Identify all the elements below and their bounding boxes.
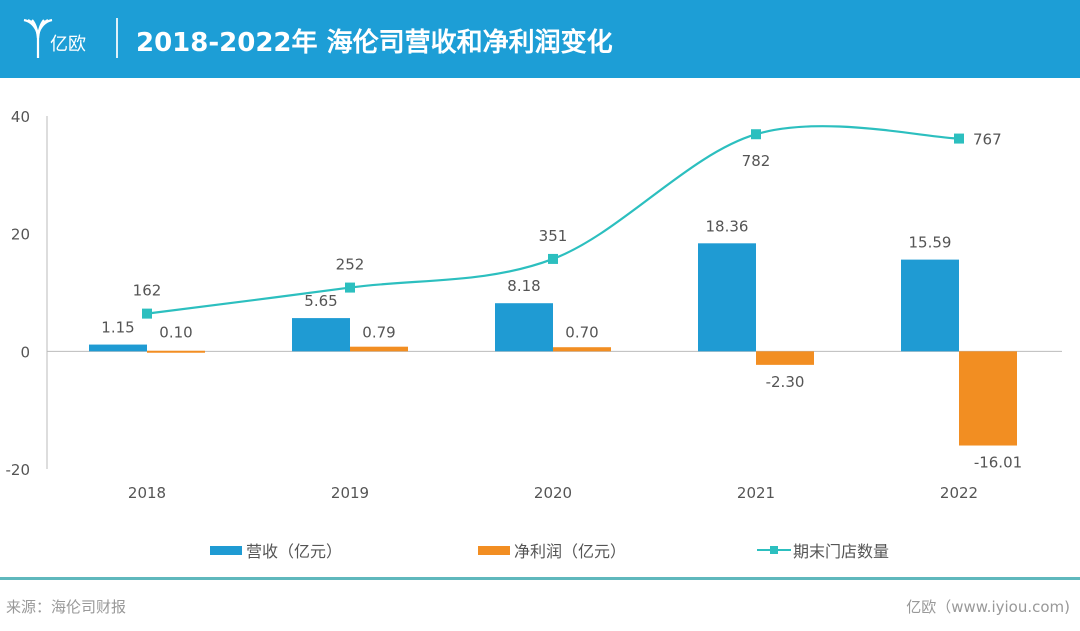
- stores-marker: [345, 282, 355, 293]
- stores-data-label: 162: [133, 282, 162, 300]
- revenue-data-label: 15.59: [909, 234, 952, 252]
- y-tick-label: 40: [11, 108, 30, 126]
- source-note: 来源：海伦司财报: [6, 598, 127, 616]
- stores-marker: [142, 308, 152, 319]
- x-tick-label: 2018: [128, 484, 166, 502]
- page-title: 2018-2022年 海伦司营收和净利润变化: [136, 28, 613, 58]
- footer-divider: [0, 577, 1080, 580]
- stores-marker: [548, 253, 558, 264]
- stores-marker: [954, 133, 964, 144]
- profit-bar: [959, 351, 1017, 446]
- profit-data-label: -2.30: [766, 373, 805, 391]
- stores-data-label: 351: [539, 227, 568, 245]
- profit-bar: [756, 351, 814, 365]
- revenue-bar: [89, 344, 147, 352]
- legend-profit: 净利润（亿元）: [478, 538, 626, 562]
- legend-swatch: [210, 545, 242, 555]
- profit-data-label: 0.79: [362, 323, 395, 341]
- x-tick-label: 2021: [737, 484, 775, 502]
- revenue-data-label: 1.15: [101, 319, 134, 337]
- revenue-data-label: 5.65: [304, 292, 337, 310]
- legend-revenue: 营收（亿元）: [210, 538, 342, 562]
- profit-bar: [553, 347, 611, 352]
- x-tick-label: 2019: [331, 484, 369, 502]
- logo-text: 亿欧: [50, 34, 86, 55]
- yiou-logo-icon: [23, 18, 53, 58]
- revenue-bar: [495, 303, 553, 352]
- y-tick-label: 0: [20, 343, 30, 361]
- profit-data-label: -16.01: [974, 454, 1022, 472]
- stores-data-label: 767: [973, 131, 1002, 149]
- legend-label: 营收（亿元）: [246, 542, 343, 561]
- y-tick-label: -20: [6, 461, 31, 479]
- legend-stores: 期末门店数量: [757, 538, 889, 562]
- revenue-data-label: 8.18: [507, 277, 540, 295]
- credit-note: 亿欧（www.iyiou.com): [906, 598, 1070, 616]
- revenue-data-label: 18.36: [706, 217, 749, 235]
- legend-swatch: [478, 545, 510, 555]
- x-tick-label: 2022: [940, 484, 978, 502]
- revenue-bar: [901, 259, 959, 352]
- header: 亿欧 2018-2022年 海伦司营收和净利润变化: [0, 0, 1080, 78]
- profit-bar: [350, 346, 408, 352]
- profit-data-label: 0.10: [159, 323, 192, 341]
- legend-line-marker-icon: [757, 546, 791, 554]
- stores-marker: [751, 129, 761, 140]
- revenue-bar: [698, 243, 756, 352]
- legend-label: 净利润（亿元）: [514, 542, 627, 561]
- y-tick-label: 20: [11, 226, 30, 244]
- stores-data-label: 782: [742, 152, 771, 170]
- divider: [116, 18, 118, 58]
- profit-data-label: 0.70: [565, 323, 598, 341]
- x-tick-label: 2020: [534, 484, 572, 502]
- legend-label: 期末门店数量: [793, 542, 890, 561]
- profit-bar: [147, 350, 205, 353]
- revenue-bar: [292, 318, 350, 352]
- chart: 40 20 0 -20 2018 2019 2020 2021 2022 1.15 5.65 8.18…: [6, 108, 1062, 502]
- stores-line: [146, 125, 960, 315]
- stores-data-label: 252: [336, 256, 365, 274]
